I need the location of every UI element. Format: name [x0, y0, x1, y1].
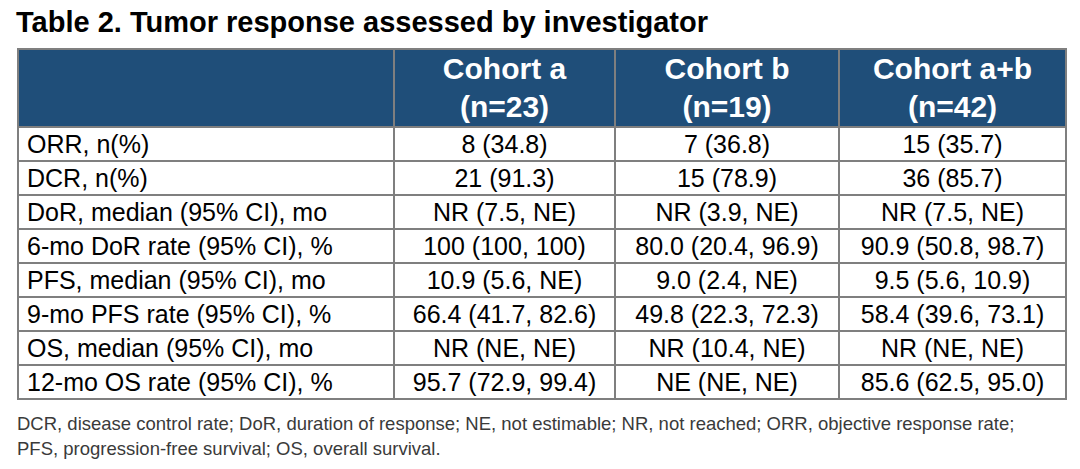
- cell-value: 90.9 (50.8, 98.7): [839, 229, 1066, 263]
- page: Table 2. Tumor response assessed by inve…: [0, 0, 1080, 469]
- row-label: 9-mo PFS rate (95% CI), %: [18, 297, 394, 331]
- cell-value: 49.8 (22.3, 72.3): [615, 297, 839, 331]
- row-label: ORR, n(%): [18, 127, 394, 161]
- cell-value: 8 (34.8): [394, 127, 615, 161]
- table-row-dcr: DCR, n(%) 21 (91.3) 15 (78.9) 36 (85.7): [18, 161, 1066, 195]
- table-row-dor-median: DoR, median (95% CI), mo NR (7.5, NE) NR…: [18, 195, 1066, 229]
- table-row-os-median: OS, median (95% CI), mo NR (NE, NE) NR (…: [18, 331, 1066, 365]
- table-row-pfs-rate: 9-mo PFS rate (95% CI), % 66.4 (41.7, 82…: [18, 297, 1066, 331]
- table-row-orr: ORR, n(%) 8 (34.8) 7 (36.8) 15 (35.7): [18, 127, 1066, 161]
- header-cohort-a: Cohort a (n=23): [394, 49, 615, 127]
- header-row: Cohort a (n=23) Cohort b (n=19) Cohort a…: [18, 49, 1066, 127]
- cell-value: NR (7.5, NE): [839, 195, 1066, 229]
- header-cohort-b-line1: Cohort b: [616, 50, 838, 88]
- cell-value: 80.0 (20.4, 96.9): [615, 229, 839, 263]
- table-row-os-rate: 12-mo OS rate (95% CI), % 95.7 (72.9, 99…: [18, 365, 1066, 399]
- cell-value: 85.6 (62.5, 95.0): [839, 365, 1066, 399]
- cell-value: 7 (36.8): [615, 127, 839, 161]
- header-cohort-a-line2: (n=23): [395, 88, 614, 126]
- cell-value: 9.5 (5.6, 10.9): [839, 263, 1066, 297]
- header-cohort-a-line1: Cohort a: [395, 50, 614, 88]
- footnote: DCR, disease control rate; DoR, duration…: [17, 411, 1014, 461]
- row-label: OS, median (95% CI), mo: [18, 331, 394, 365]
- row-label: DCR, n(%): [18, 161, 394, 195]
- header-cohort-ab: Cohort a+b (n=42): [839, 49, 1066, 127]
- cell-value: 100 (100, 100): [394, 229, 615, 263]
- cell-value: NR (10.4, NE): [615, 331, 839, 365]
- cell-value: 58.4 (39.6, 73.1): [839, 297, 1066, 331]
- cell-value: 9.0 (2.4, NE): [615, 263, 839, 297]
- row-label: PFS, median (95% CI), mo: [18, 263, 394, 297]
- footnote-line-1: DCR, disease control rate; DoR, duration…: [17, 411, 1014, 436]
- cell-value: 10.9 (5.6, NE): [394, 263, 615, 297]
- cell-value: 15 (35.7): [839, 127, 1066, 161]
- header-cohort-b: Cohort b (n=19): [615, 49, 839, 127]
- header-cohort-ab-line1: Cohort a+b: [840, 50, 1065, 88]
- cell-value: NR (3.9, NE): [615, 195, 839, 229]
- tumor-response-table: Cohort a (n=23) Cohort b (n=19) Cohort a…: [17, 48, 1067, 400]
- cell-value: NE (NE, NE): [615, 365, 839, 399]
- cell-value: 36 (85.7): [839, 161, 1066, 195]
- cell-value: 15 (78.9): [615, 161, 839, 195]
- header-cohort-ab-line2: (n=42): [840, 88, 1065, 126]
- row-label: DoR, median (95% CI), mo: [18, 195, 394, 229]
- cell-value: 95.7 (72.9, 99.4): [394, 365, 615, 399]
- cell-value: NR (NE, NE): [394, 331, 615, 365]
- cell-value: NR (7.5, NE): [394, 195, 615, 229]
- row-label: 6-mo DoR rate (95% CI), %: [18, 229, 394, 263]
- cell-value: NR (NE, NE): [839, 331, 1066, 365]
- header-cohort-b-line2: (n=19): [616, 88, 838, 126]
- header-blank-cell: [18, 49, 394, 127]
- cell-value: 21 (91.3): [394, 161, 615, 195]
- cell-value: 66.4 (41.7, 82.6): [394, 297, 615, 331]
- table-row-pfs-median: PFS, median (95% CI), mo 10.9 (5.6, NE) …: [18, 263, 1066, 297]
- row-label: 12-mo OS rate (95% CI), %: [18, 365, 394, 399]
- footnote-line-2: PFS, progression-free survival; OS, over…: [17, 436, 1014, 461]
- table-title: Table 2. Tumor response assessed by inve…: [16, 6, 708, 39]
- table-row-dor-rate: 6-mo DoR rate (95% CI), % 100 (100, 100)…: [18, 229, 1066, 263]
